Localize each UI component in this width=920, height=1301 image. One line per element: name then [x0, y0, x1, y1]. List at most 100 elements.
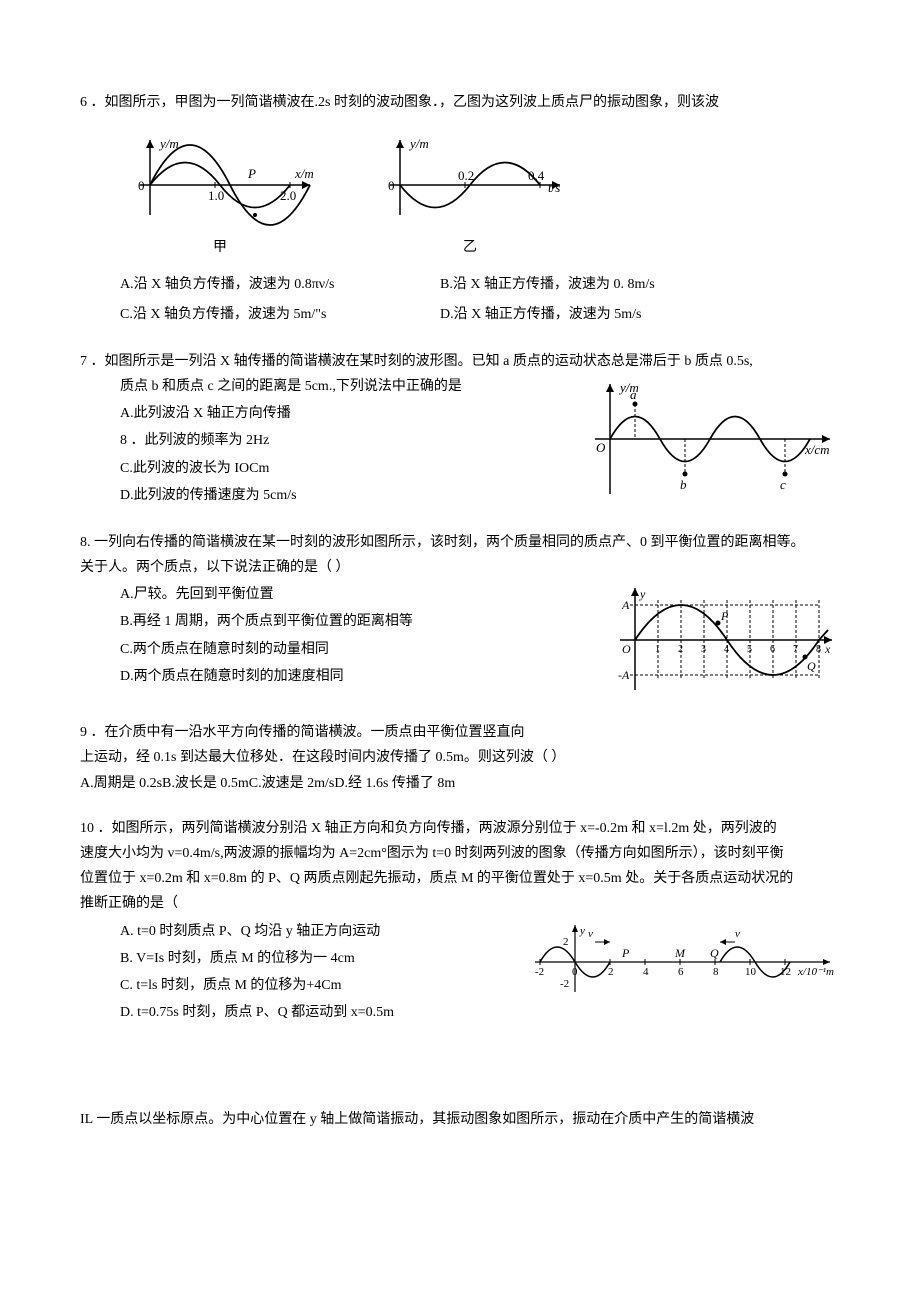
svg-text:x/m: x/m — [294, 166, 314, 181]
q8-left-column: A.尸较。先回到平衡位置 B.再经 1 周期，两个质点到平衡位置的距离相等 C.… — [80, 580, 590, 691]
q6-option-c: C.沿 X 轴负方传播，波速为 5m/"s — [120, 302, 400, 327]
q7-stem: 7 ．如图所示是一列沿 X 轴传播的简谐横波在某时刻的波形图。已知 a 质点的运… — [80, 349, 840, 374]
q7-chart: a b c O y/m x/cm — [580, 374, 840, 504]
q8-option-b: B.再经 1 周期，两个质点到平衡位置的距离相等 — [120, 609, 590, 634]
svg-text:7: 7 — [793, 644, 798, 655]
svg-text:y/m: y/m — [408, 136, 429, 151]
q7-stem-text: ．如图所示是一列沿 X 轴传播的简谐横波在某时刻的波形图。已知 a 质点的运动状… — [91, 354, 753, 369]
q7-left-column: 质点 b 和质点 c 之间的距离是 5cm.,下列说法中正确的是 A.此列波沿 … — [80, 374, 560, 510]
q6-chart-1: 0 1.0 2.0 y/m x/m P — [120, 130, 320, 230]
svg-text:2.0: 2.0 — [280, 188, 296, 203]
q6-chart-2: 0 0.2 0.4 y/m t/s — [370, 130, 570, 230]
svg-text:b: b — [680, 477, 687, 492]
q10-option-b: B. V=Is 时刻，质点 M 的位移为一 4cm — [120, 946, 510, 971]
svg-text:6: 6 — [770, 644, 775, 655]
svg-text:0.2: 0.2 — [458, 168, 474, 183]
q9-options: A.周期是 0.2sB.波长是 0.5mC.波速是 2m/sD.经 1.6s 传… — [80, 771, 840, 796]
q7-option-d: D.此列波的传播速度为 5cm/s — [120, 483, 560, 508]
svg-text:x/10⁻¹m: x/10⁻¹m — [797, 966, 834, 978]
svg-text:12: 12 — [780, 966, 791, 978]
q10-option-d: D. t=0.75s 时刻，质点 P、Q 都运动到 x=0.5m — [120, 1000, 510, 1025]
svg-text:0.4: 0.4 — [528, 168, 545, 183]
q10-stem-text: ．如图所示，两列简谐横波分别沿 X 轴正方向和负方向传播，两波源分别位于 x=-… — [98, 821, 777, 836]
q9-stem-text: ．在介质中有一沿水平方向传播的简谐横波。一质点由平衡位置竖直向 — [91, 725, 525, 740]
svg-text:t/s: t/s — [548, 180, 560, 195]
svg-text:O: O — [622, 642, 631, 656]
q6-option-a: A.沿 X 轴负方传播，波速为 0.8πν/s — [120, 272, 400, 297]
svg-text:0: 0 — [138, 178, 145, 193]
svg-text:A: A — [621, 598, 630, 612]
q7-stem2: 质点 b 和质点 c 之间的距离是 5cm.,下列说法中正确的是 — [120, 374, 560, 399]
q10-stem3: 位置位于 x=0.2m 和 x=0.8m 的 P、Q 两质点刚起先振动，质点 M… — [80, 866, 840, 891]
question-10: 10 ．如图所示，两列简谐横波分别沿 X 轴正方向和负方向传播，两波源分别位于 … — [80, 816, 840, 1028]
svg-text:y/m: y/m — [618, 380, 639, 395]
svg-text:P: P — [247, 166, 256, 181]
svg-text:Q: Q — [710, 946, 719, 960]
q10-option-a: A. t=0 时刻质点 P、Q 均沿 y 轴正方向运动 — [120, 919, 510, 944]
q9-stem: 9 ．在介质中有一沿水平方向传播的简谐横波。一质点由平衡位置竖直向 — [80, 720, 840, 745]
q6-number: 6 — [80, 95, 87, 110]
svg-text:3: 3 — [701, 644, 706, 655]
q7-number: 7 — [80, 354, 87, 369]
q7-option-b: 8 ．此列波的频率为 2Hz — [120, 428, 560, 453]
question-8: 8. 一列向右传播的简谐横波在某一时刻的波形如图所示，该时刻，两个质量相同的质点… — [80, 530, 840, 700]
svg-text:4: 4 — [643, 966, 649, 978]
q7-figure: a b c O y/m x/cm — [580, 374, 840, 504]
q6-fig2-label: 乙 — [370, 235, 570, 260]
svg-text:x/cm: x/cm — [804, 442, 830, 457]
q6-figures: 0 1.0 2.0 y/m x/m P 甲 0 0.2 0.4 y/m — [120, 130, 840, 260]
svg-text:O: O — [596, 440, 606, 455]
q8-stem: 8. 一列向右传播的简谐横波在某一时刻的波形如图所示，该时刻，两个质量相同的质点… — [80, 530, 840, 555]
question-6: 6 ．如图所示，甲图为一列简谐横波在.2s 时刻的波动图象．，乙图为这列波上质点… — [80, 90, 840, 329]
q8-chart: P Q O y A -A x 1 2 3 4 5 6 7 8 — [610, 580, 840, 700]
svg-text:Q: Q — [807, 659, 816, 673]
svg-text:2: 2 — [563, 936, 569, 948]
q10-figure: v v 2 -2 y -2 0 2 4 6 8 10 12 x/10⁻¹m P … — [530, 917, 840, 1007]
svg-text:M: M — [674, 946, 686, 960]
svg-text:1: 1 — [655, 644, 660, 655]
svg-text:y: y — [579, 925, 585, 937]
q10-left-column: A. t=0 时刻质点 P、Q 均沿 y 轴正方向运动 B. V=Is 时刻，质… — [80, 917, 510, 1028]
svg-text:1.0: 1.0 — [208, 188, 224, 203]
q11-stem: IL 一质点以坐标原点。为中心位置在 y 轴上做简谐振动，其振动图象如图所示，振… — [80, 1107, 840, 1132]
q10-number: 10 — [80, 821, 94, 836]
svg-text:y/m: y/m — [158, 136, 179, 151]
q6-options: A.沿 X 轴负方传播，波速为 0.8πν/s B.沿 X 轴正方传播，波速为 … — [80, 270, 840, 328]
svg-text:8: 8 — [816, 644, 821, 655]
svg-text:8: 8 — [713, 966, 719, 978]
svg-text:6: 6 — [678, 966, 684, 978]
svg-text:0: 0 — [572, 966, 578, 978]
svg-text:x: x — [824, 642, 831, 656]
svg-text:P: P — [621, 946, 630, 960]
svg-text:v: v — [588, 928, 593, 940]
q6-stem: 6 ．如图所示，甲图为一列简谐横波在.2s 时刻的波动图象．，乙图为这列波上质点… — [80, 90, 840, 115]
svg-text:0: 0 — [388, 178, 395, 193]
q10-stem2: 速度大小均为 v=0.4m/s,两波源的振幅均为 A=2cm°图示为 t=0 时… — [80, 841, 840, 866]
q8-option-d: D.两个质点在随意时刻的加速度相同 — [120, 664, 590, 689]
q6-figure-1: 0 1.0 2.0 y/m x/m P 甲 — [120, 130, 320, 260]
q8-figure: P Q O y A -A x 1 2 3 4 5 6 7 8 — [610, 580, 840, 700]
q6-stem-text: ．如图所示，甲图为一列简谐横波在.2s 时刻的波动图象．，乙图为这列波上质点尸的… — [91, 95, 719, 110]
q10-stem: 10 ．如图所示，两列简谐横波分别沿 X 轴正方向和负方向传播，两波源分别位于 … — [80, 816, 840, 841]
svg-text:v: v — [735, 928, 740, 940]
q6-fig1-label: 甲 — [120, 235, 320, 260]
svg-text:-2: -2 — [535, 966, 544, 978]
svg-text:10: 10 — [745, 966, 757, 978]
svg-text:c: c — [780, 477, 786, 492]
q10-option-c: C. t=ls 时刻，质点 M 的位移为+4Cm — [120, 973, 510, 998]
q8-stem2: 关于人。两个质点，以下说法正确的是（ ） — [80, 555, 840, 580]
q7-option-a: A.此列波沿 X 轴正方向传播 — [120, 401, 560, 426]
q9-number: 9 — [80, 725, 87, 740]
question-11: IL 一质点以坐标原点。为中心位置在 y 轴上做简谐振动，其振动图象如图所示，振… — [80, 1107, 840, 1132]
q6-figure-2: 0 0.2 0.4 y/m t/s 乙 — [370, 130, 570, 260]
q8-option-a: A.尸较。先回到平衡位置 — [120, 582, 590, 607]
q7-option-c: C.此列波的波长为 IOCm — [120, 456, 560, 481]
q8-number: 8. — [80, 535, 91, 550]
svg-text:5: 5 — [747, 644, 752, 655]
q10-stem4: 推断正确的是（ — [80, 891, 840, 916]
q8-stem-text: 一列向右传播的简谐横波在某一时刻的波形如图所示，该时刻，两个质量相同的质点产、0… — [94, 535, 805, 550]
q8-option-c: C.两个质点在随意时刻的动量相同 — [120, 637, 590, 662]
svg-text:2: 2 — [608, 966, 614, 978]
svg-text:-2: -2 — [560, 978, 569, 990]
svg-text:P: P — [720, 609, 729, 623]
